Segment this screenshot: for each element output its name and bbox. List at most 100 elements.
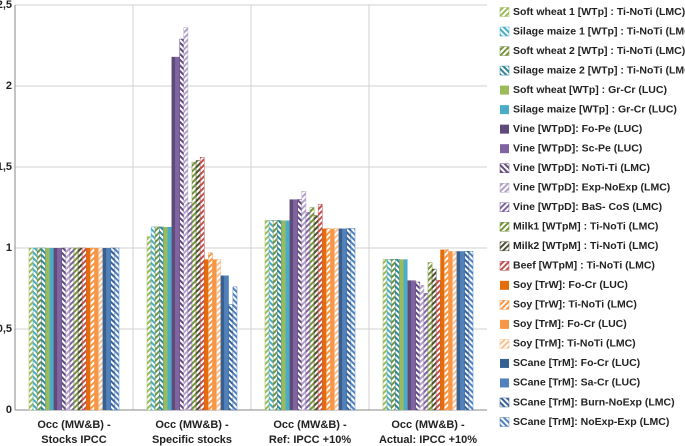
bar [204, 259, 209, 410]
bar [94, 248, 99, 410]
legend-swatch [499, 7, 510, 17]
bar [468, 250, 474, 411]
legend-swatch [500, 124, 509, 134]
bar [403, 259, 408, 410]
bar [69, 247, 75, 411]
bar [423, 293, 429, 411]
legend-swatch [499, 182, 510, 193]
bar [179, 38, 185, 411]
y-tick-label: 1 [6, 242, 12, 254]
bar [264, 220, 270, 411]
legend-label: Milk1 [WTpM] : Ti-NoTi (LMC) [513, 221, 658, 233]
legend-swatch [500, 85, 509, 95]
bar [342, 228, 347, 410]
bar [297, 199, 303, 411]
bar [106, 248, 111, 410]
legend-swatch [499, 339, 510, 349]
bar [415, 281, 421, 411]
bar [448, 251, 453, 410]
bar [293, 199, 298, 410]
bar [350, 228, 356, 411]
legend-label: Soft wheat 1 [WTp] : Ti-NoTi (LMC) [513, 6, 685, 18]
legend-swatch [499, 46, 510, 56]
legend-swatch [499, 241, 510, 252]
bar [163, 226, 168, 410]
y-tick-label: 0,5 [0, 323, 12, 335]
bar [98, 247, 103, 411]
bar [289, 199, 294, 410]
bar [346, 228, 352, 411]
bar [322, 228, 327, 410]
x-tick-label: Ref: IPCC +10% [269, 434, 351, 446]
bar [41, 247, 46, 411]
bar [49, 248, 54, 410]
legend-swatch [500, 378, 509, 388]
legend-label: Vine [WTpD]: Sc-Pe (LUC) [513, 142, 642, 154]
y-tick-label: 0 [6, 404, 12, 416]
y-tick-label: 1,5 [0, 161, 12, 173]
bar [435, 280, 441, 411]
bar [146, 236, 152, 411]
bar [61, 247, 67, 411]
legend-label: Vine [WTpD]: Exp-NoExp (LMC) [513, 181, 670, 193]
legend-label: Soy [TrM]: Ti-NoTi (LMC) [513, 338, 636, 350]
x-tick-label: Actual: IPCC +10% [379, 434, 477, 446]
bar [431, 268, 437, 411]
legend-label: SCane [TrM]: Fo-Cr (LUC) [513, 357, 640, 369]
bar [440, 249, 445, 410]
bar [110, 247, 116, 411]
bar [57, 248, 62, 410]
bar [460, 251, 465, 410]
x-tick-label: Occ (MW&B) - [273, 419, 347, 431]
bar [301, 191, 307, 411]
legend-label: Vine [WTpD]: Fo-Pe (LUC) [513, 123, 642, 135]
legend-swatch [500, 319, 509, 329]
bar [334, 228, 339, 411]
bar [191, 161, 197, 411]
bar [382, 259, 388, 411]
bar [73, 247, 79, 411]
legend-label: Vine [WTpD]: NoTi-Ti (LMC) [513, 162, 650, 174]
x-tick-label: Occ (MW&B) - [155, 419, 229, 431]
bar [86, 248, 91, 410]
bar [150, 226, 156, 411]
legend-swatch [499, 261, 510, 271]
bar [216, 259, 221, 411]
bar [232, 286, 238, 411]
bar [28, 247, 34, 411]
bar [102, 248, 107, 410]
legend-swatch [499, 26, 510, 37]
legend-swatch [500, 144, 509, 154]
legend-label: Vine [WTpD]: BaS- CoS (LMC) [513, 201, 662, 213]
bar [326, 228, 331, 411]
bar [53, 248, 58, 410]
legend-swatch [500, 105, 509, 115]
bar [330, 228, 335, 410]
bar [272, 220, 278, 411]
legend-label: Beef [WTpM] : Ti-NoTi (LMC) [513, 260, 655, 272]
bar [224, 275, 229, 410]
legend-label: Soy [TrW]: Ti-NoTi (LMC) [513, 299, 637, 311]
bar [208, 252, 213, 411]
bar [464, 250, 470, 411]
bar [456, 251, 461, 410]
legend-label: SCane [TrM]: NoExp-Exp (LMC) [513, 416, 669, 428]
legend-swatch [499, 65, 510, 76]
bar [220, 275, 225, 410]
legend-swatch [499, 222, 510, 232]
x-tick-label: Specific stocks [152, 434, 232, 446]
bar [175, 56, 180, 411]
bar [77, 247, 83, 411]
legend-label: Silage maize 2 [WTp] : Ti-NoTi (LMC) [513, 64, 685, 76]
legend-label: Soft wheat [WTp] : Gr-Cr (LUC) [513, 84, 667, 96]
bar [90, 247, 95, 411]
legend-label: SCane [TrM]: Burn-NoExp (LMC) [513, 396, 675, 408]
bar [452, 250, 457, 411]
bar [427, 262, 433, 411]
bar [386, 259, 392, 411]
bar [313, 215, 319, 411]
bar [411, 280, 416, 410]
bar [281, 220, 286, 410]
bar [81, 247, 87, 411]
bar [399, 259, 404, 410]
